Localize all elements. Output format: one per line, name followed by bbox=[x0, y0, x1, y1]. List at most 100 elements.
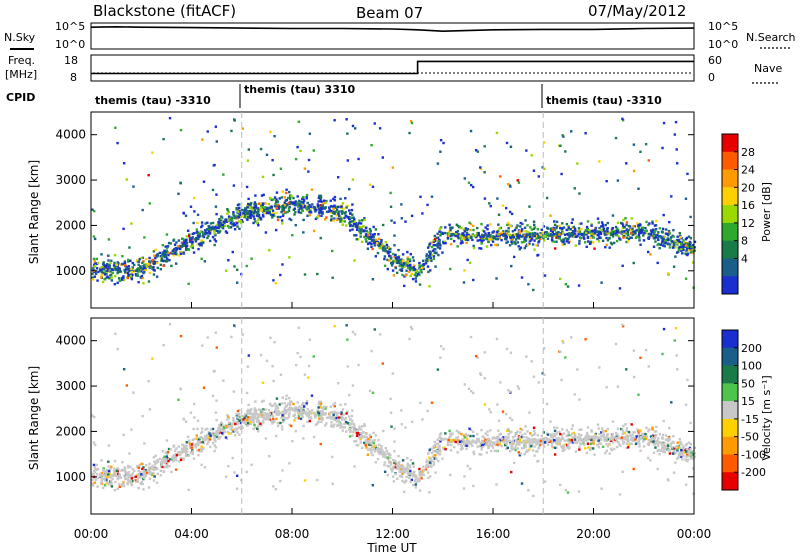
power-cell bbox=[235, 281, 239, 284]
velocity-cell bbox=[591, 447, 595, 450]
power-cell bbox=[666, 238, 670, 242]
velocity-cell bbox=[368, 389, 372, 392]
power-cell bbox=[286, 203, 289, 207]
power-cell bbox=[656, 236, 660, 240]
power-cell bbox=[447, 234, 450, 238]
power-cell bbox=[429, 252, 432, 256]
velocity-cell bbox=[614, 342, 618, 346]
velocity-cell bbox=[437, 445, 440, 449]
power-cell bbox=[625, 228, 629, 231]
power-cell bbox=[585, 231, 588, 235]
power-cell bbox=[387, 252, 390, 255]
velocity-cell bbox=[597, 446, 601, 449]
power-cell bbox=[363, 218, 366, 222]
velocity-cell bbox=[351, 430, 355, 434]
power-cell bbox=[381, 223, 385, 227]
velocity-cell bbox=[526, 430, 529, 433]
power-cell bbox=[166, 257, 169, 260]
power-cell bbox=[386, 250, 389, 253]
power-cell bbox=[674, 246, 677, 249]
power-cell bbox=[682, 248, 685, 252]
velocity-cell bbox=[549, 438, 552, 442]
velocity-cell bbox=[261, 419, 265, 423]
power-cell bbox=[463, 238, 467, 241]
power-cell bbox=[574, 244, 578, 247]
power-cell bbox=[596, 237, 599, 241]
power-cell bbox=[534, 234, 538, 238]
power-cell bbox=[177, 239, 181, 242]
velocity-cell bbox=[135, 465, 139, 468]
velocity-cell bbox=[332, 425, 335, 428]
velocity-cell bbox=[363, 423, 366, 426]
power-cell bbox=[528, 205, 531, 208]
velocity-cell bbox=[686, 378, 689, 382]
velocity-cell bbox=[393, 427, 396, 430]
velocity-cell bbox=[430, 447, 433, 450]
power-cell bbox=[497, 213, 501, 216]
power-cell bbox=[611, 226, 614, 230]
power-cell bbox=[621, 117, 624, 121]
power-cell bbox=[409, 252, 413, 256]
velocity-cell bbox=[270, 419, 273, 423]
power-cell bbox=[672, 265, 676, 268]
power-cell bbox=[505, 236, 508, 239]
power-cell bbox=[517, 181, 521, 184]
velocity-cell bbox=[664, 447, 667, 450]
power-cell bbox=[186, 229, 190, 232]
velocity-cell bbox=[566, 438, 569, 442]
power-cell bbox=[512, 235, 516, 239]
power-cell bbox=[273, 196, 277, 199]
velocity-cell bbox=[308, 338, 312, 341]
velocity-cell bbox=[294, 429, 297, 433]
velocity-cell bbox=[439, 432, 443, 435]
velocity-cell bbox=[411, 462, 415, 465]
power-cell bbox=[432, 239, 435, 242]
velocity-cell bbox=[388, 465, 391, 468]
power-cell bbox=[216, 226, 219, 230]
power-cell bbox=[283, 201, 286, 204]
velocity-cell bbox=[116, 347, 119, 351]
velocity-cell bbox=[380, 446, 383, 450]
power-cell bbox=[546, 227, 550, 230]
power-cell bbox=[433, 251, 436, 254]
power-cell bbox=[288, 217, 291, 221]
power-cell bbox=[288, 197, 292, 200]
power-cell bbox=[625, 223, 628, 227]
power-cell bbox=[592, 229, 595, 232]
power-cell bbox=[91, 276, 94, 279]
velocity-cell bbox=[230, 335, 233, 339]
velocity-cell bbox=[169, 458, 172, 461]
power-cell bbox=[196, 243, 200, 246]
velocity-cell bbox=[161, 459, 165, 462]
power-cell bbox=[178, 254, 181, 257]
power-cell bbox=[249, 216, 252, 220]
velocity-cell bbox=[412, 465, 416, 468]
power-cell bbox=[611, 233, 615, 236]
power-cell bbox=[349, 223, 352, 227]
velocity-cell bbox=[101, 486, 105, 490]
velocity-cell bbox=[672, 441, 675, 444]
velocity-cell bbox=[319, 405, 322, 409]
power-cell bbox=[193, 210, 196, 213]
power-cell bbox=[469, 228, 472, 232]
velocity-cell bbox=[578, 428, 581, 431]
velocity-cell bbox=[163, 465, 166, 468]
velocity-cell bbox=[163, 455, 166, 458]
velocity-cell bbox=[159, 469, 162, 473]
velocity-cell bbox=[406, 470, 409, 473]
power-cell bbox=[517, 245, 520, 248]
power-cell bbox=[585, 245, 588, 249]
power-cell bbox=[394, 266, 398, 270]
power-cell bbox=[137, 267, 140, 270]
velocity-cell bbox=[113, 467, 116, 471]
power-cell bbox=[638, 231, 642, 235]
power-cell bbox=[471, 224, 475, 228]
velocity-cell bbox=[623, 432, 626, 435]
velocity-cell bbox=[344, 403, 347, 406]
velocity-cell bbox=[552, 432, 555, 436]
power-cell bbox=[553, 220, 556, 223]
power-cell bbox=[664, 241, 667, 244]
power-cell bbox=[555, 236, 558, 239]
velocity-cell bbox=[677, 444, 681, 448]
power-cell bbox=[317, 200, 320, 203]
